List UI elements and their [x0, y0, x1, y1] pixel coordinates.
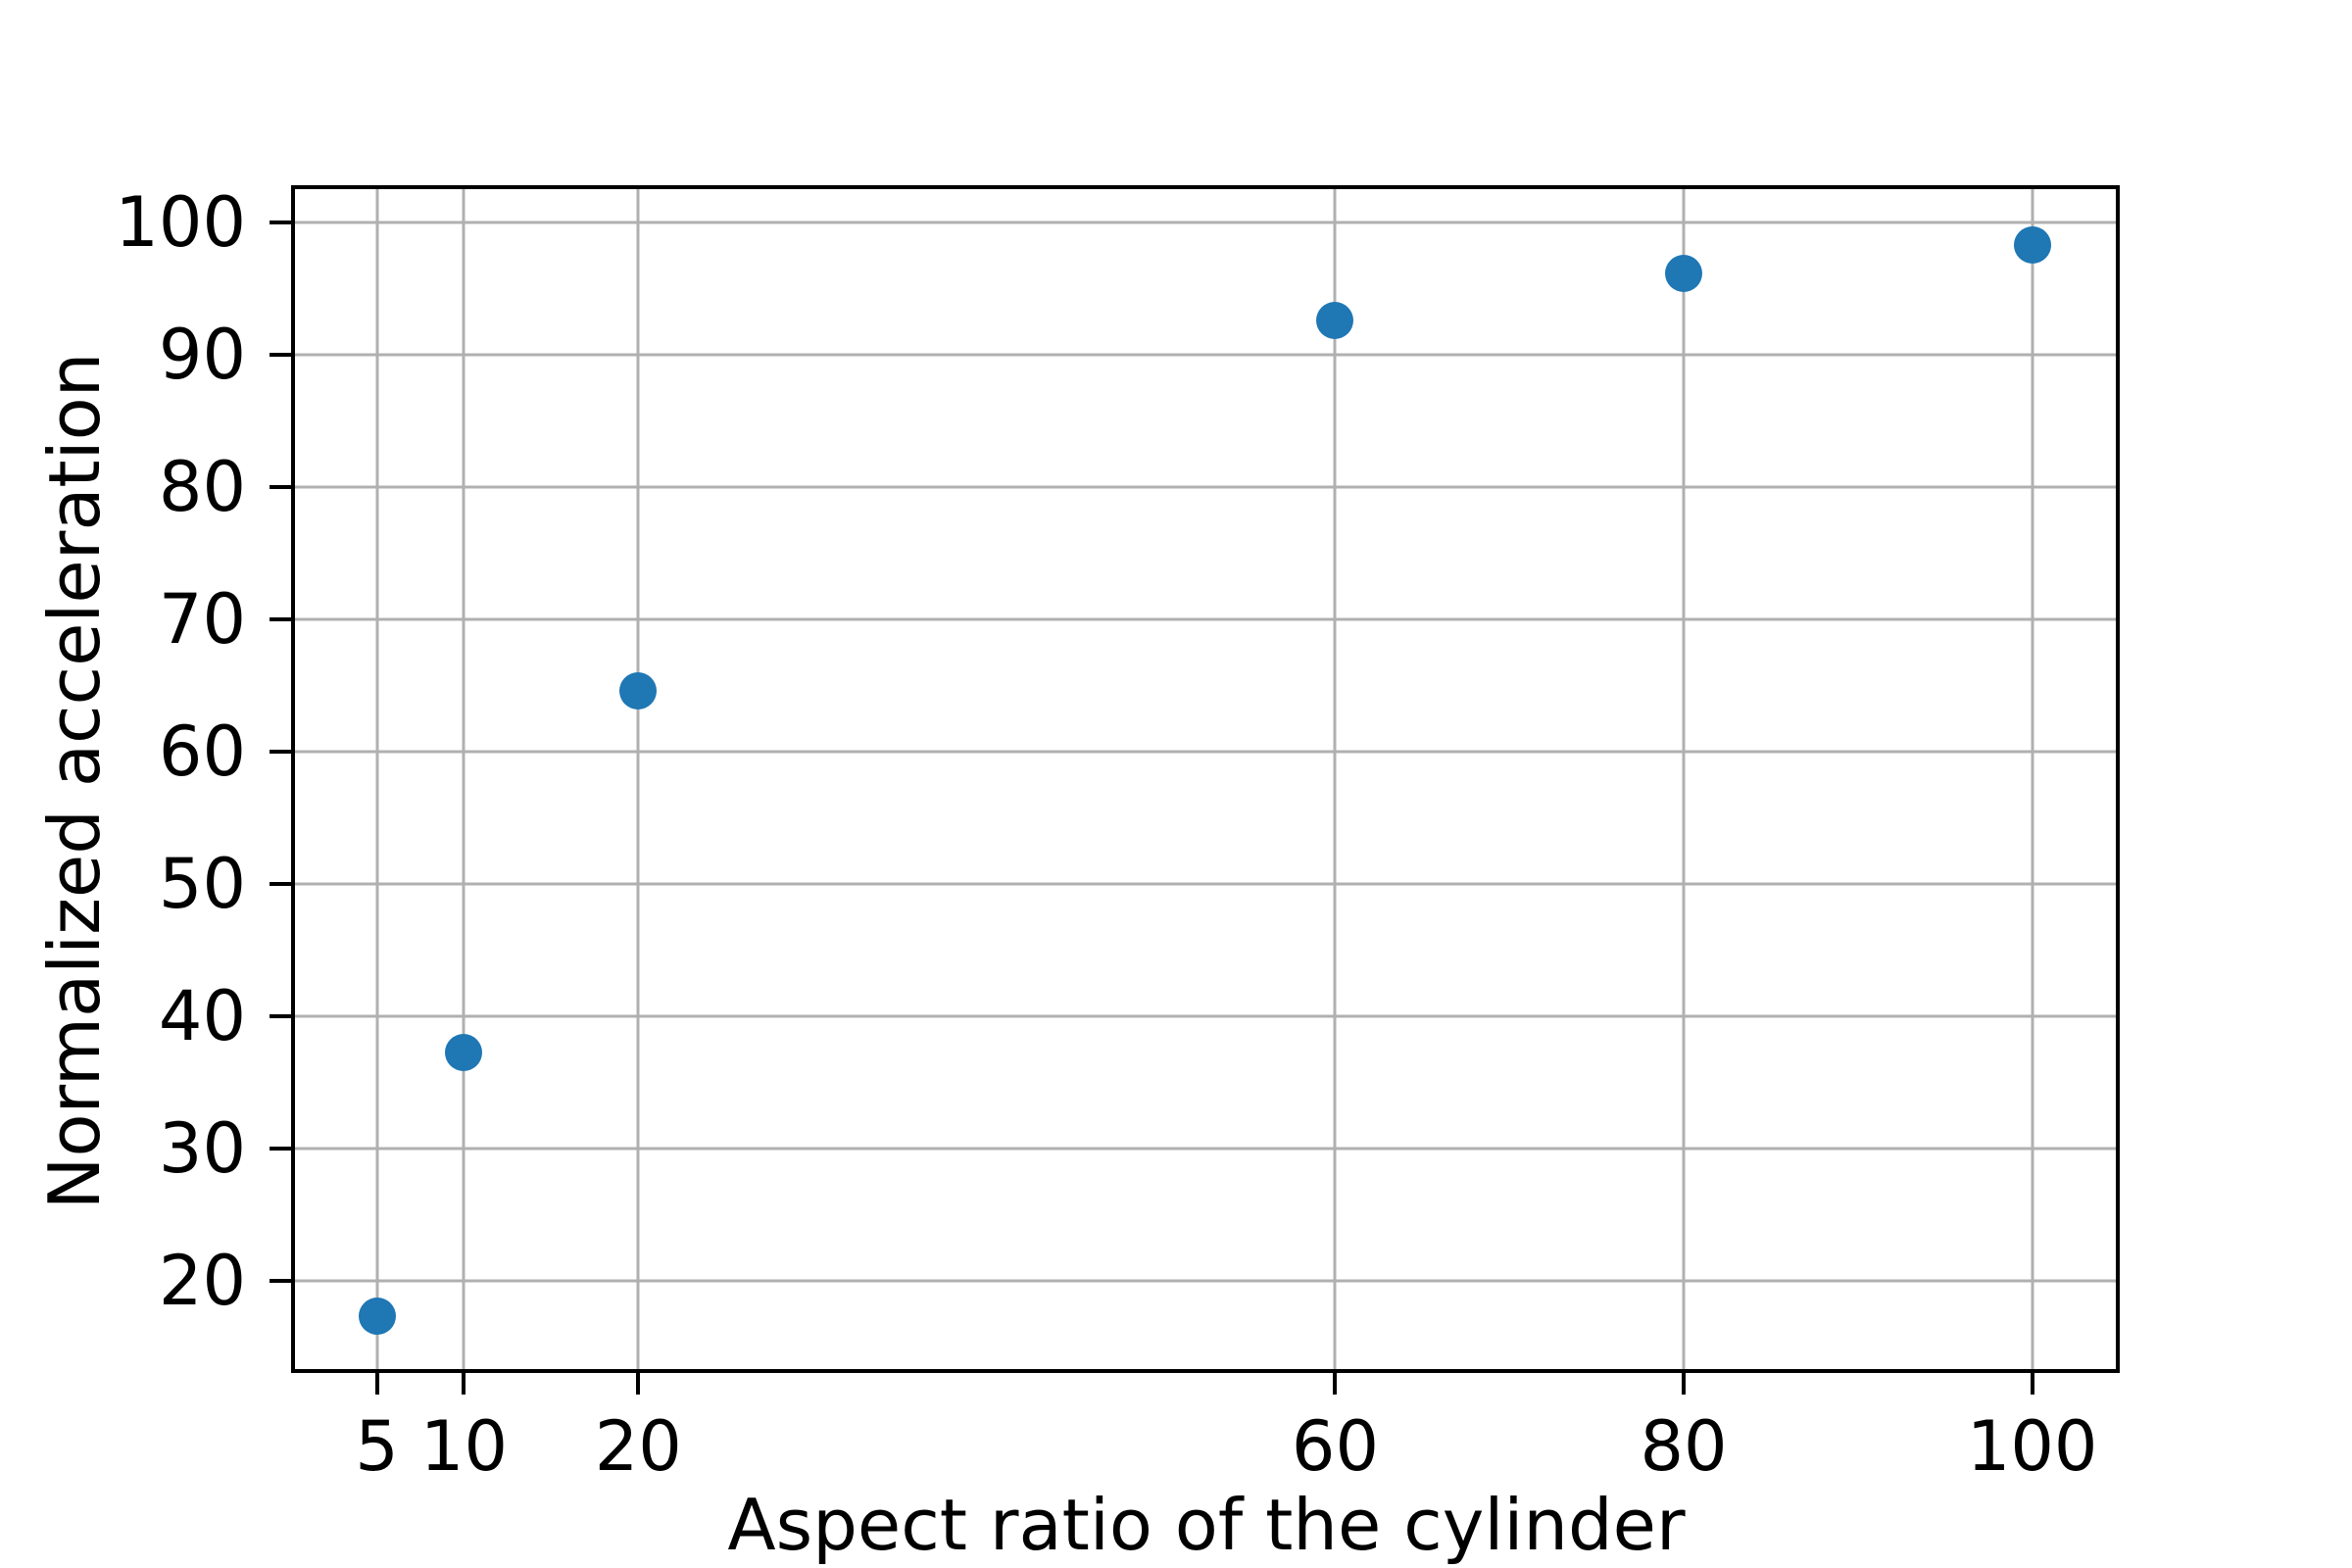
y-gridline-100 — [295, 220, 2116, 224]
y-tick-label-90: 90 — [158, 314, 246, 395]
y-gridline-90 — [295, 353, 2116, 357]
x-gridline-100 — [2031, 189, 2034, 1369]
x-gridline-80 — [1682, 189, 1686, 1369]
data-point-x20 — [619, 671, 658, 710]
y-tick-70 — [270, 616, 291, 621]
x-tick-10 — [462, 1373, 466, 1395]
x-tick-20 — [636, 1373, 641, 1395]
x-tick-100 — [2030, 1373, 2034, 1395]
y-tick-label-50: 50 — [158, 843, 246, 924]
y-tick-90 — [270, 352, 291, 357]
y-tick-60 — [270, 749, 291, 754]
y-tick-30 — [270, 1146, 291, 1151]
x-axis-label: Aspect ratio of the cylinder — [727, 1484, 1686, 1566]
x-tick-80 — [1682, 1373, 1687, 1395]
data-point-x100 — [2013, 225, 2051, 264]
x-tick-5 — [374, 1373, 379, 1395]
x-tick-label-5: 5 — [355, 1406, 399, 1487]
x-tick-label-60: 60 — [1291, 1406, 1379, 1487]
x-tick-label-10: 10 — [419, 1406, 508, 1487]
y-tick-100 — [270, 220, 291, 224]
x-tick-label-20: 20 — [594, 1406, 682, 1487]
data-point-x5 — [358, 1298, 396, 1335]
x-gridline-10 — [462, 189, 466, 1369]
x-tick-label-100: 100 — [1966, 1406, 2098, 1487]
plot-area: 5 10 20 60 80 100 20 30 40 50 60 70 80 90 100 — [115, 185, 2120, 1481]
y-tick-20 — [270, 1278, 291, 1283]
y-tick-label-30: 30 — [158, 1107, 246, 1189]
y-tick-label-20: 20 — [158, 1240, 246, 1321]
x-gridline-5 — [375, 189, 379, 1369]
y-axis-label: Normalized acceleration — [33, 352, 116, 1210]
x-tick-label-80: 80 — [1640, 1406, 1728, 1487]
y-gridline-50 — [295, 882, 2116, 886]
y-gridline-30 — [295, 1147, 2116, 1151]
y-gridline-20 — [295, 1279, 2116, 1283]
x-tick-60 — [1333, 1373, 1338, 1395]
data-point-x10 — [445, 1034, 483, 1072]
y-tick-label-40: 40 — [158, 975, 246, 1056]
data-point-x60 — [1316, 301, 1354, 339]
y-gridline-40 — [295, 1014, 2116, 1018]
y-tick-label-100: 100 — [115, 181, 246, 263]
y-gridline-60 — [295, 750, 2116, 754]
data-point-x80 — [1665, 255, 1703, 293]
y-gridline-80 — [295, 485, 2116, 489]
y-tick-label-70: 70 — [158, 578, 246, 660]
y-tick-label-80: 80 — [158, 446, 246, 527]
x-gridline-60 — [1333, 189, 1337, 1369]
y-tick-40 — [270, 1013, 291, 1018]
x-gridline-20 — [636, 189, 640, 1369]
y-tick-label-60: 60 — [158, 710, 246, 792]
y-tick-80 — [270, 484, 291, 489]
y-tick-50 — [270, 881, 291, 886]
y-gridline-70 — [295, 617, 2116, 621]
